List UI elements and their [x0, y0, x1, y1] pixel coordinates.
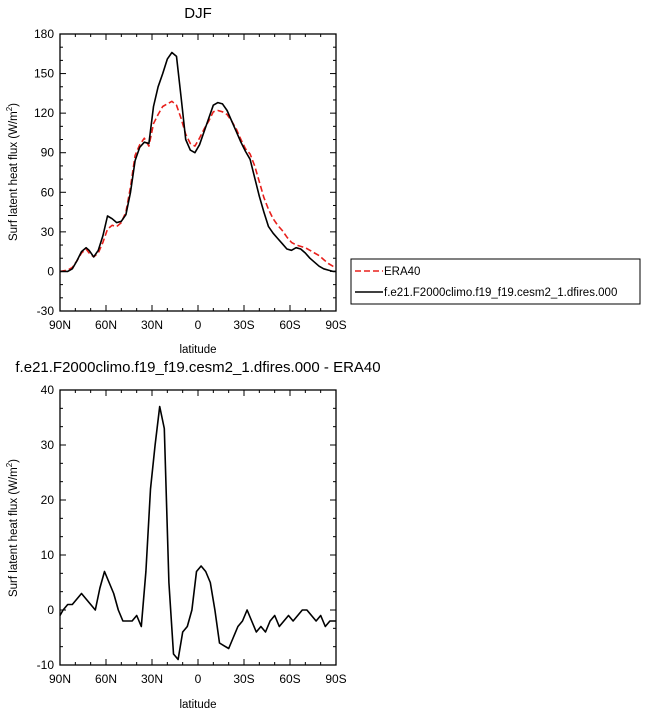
top-series-line-model	[60, 51, 336, 273]
bottom-plot-frame	[59, 389, 337, 666]
top-y-tick-label: 90	[41, 146, 55, 160]
bottom-y-tick-label: 20	[41, 493, 55, 507]
bottom-panel: f.e21.F2000climo.f19_f19.cesm2_1.dfires.…	[5, 359, 381, 711]
top-x-tick-label: 0	[195, 318, 202, 332]
top-x-tick-label: 60S	[279, 318, 300, 332]
bottom-plot-area: -10 0 10 20 30 40 90N 60N 30N 0 30S 60S 90S	[37, 383, 347, 686]
legend: ERA40 f.e21.F2000climo.f19_f19.cesm2_1.d…	[350, 258, 641, 305]
top-y-tick-label: 0	[47, 264, 54, 278]
bottom-y-axis-label: Surf latent heat flux (W/m2)	[5, 459, 20, 597]
top-y-tick-label: 30	[41, 225, 55, 239]
top-plot-frame	[59, 33, 337, 312]
bottom-x-tick-label: 60N	[95, 672, 117, 686]
top-x-tick-label: 60N	[95, 318, 117, 332]
top-x-tick-label: 30N	[141, 318, 163, 332]
top-y-tick-label: 60	[41, 185, 55, 199]
bottom-y-tick-label: 30	[41, 438, 55, 452]
top-series-line-era40	[59, 100, 337, 273]
top-x-tick-label: 30S	[233, 318, 254, 332]
bottom-y-tick-label: 10	[41, 548, 55, 562]
bottom-x-tick-label: 90N	[49, 672, 71, 686]
bottom-x-tick-label: 30N	[141, 672, 163, 686]
bottom-x-tick-label: 0	[195, 672, 202, 686]
top-y-tick-label: 180	[34, 27, 54, 41]
top-y-tick-label: -30	[37, 304, 55, 318]
bottom-x-axis-label: latitude	[179, 699, 216, 711]
legend-model-label: f.e21.F2000climo.f19_f19.cesm2_1.dfires.…	[384, 287, 617, 299]
bottom-x-tick-label: 90S	[325, 672, 346, 686]
top-x-tick-label: 90S	[325, 318, 346, 332]
bottom-y-tick-label: 40	[41, 383, 55, 397]
top-plot-area: -30 0 30 60 90 120 150 180 90N 60N 30N 0 30S 60S 90S	[34, 27, 347, 332]
top-panel: DJF -30 0 30 60 90 120 150 180 90N 60N 30N 0 30S 60S 9…	[5, 5, 347, 356]
top-y-axis-label: Surf latent heat flux (W/m2)	[5, 103, 20, 241]
top-x-tick-label: 90N	[49, 318, 71, 332]
legend-box	[350, 258, 641, 305]
bottom-series-line-difference	[59, 405, 336, 661]
bottom-x-tick-label: 60S	[279, 672, 300, 686]
bottom-y-tick-label: -10	[37, 658, 55, 672]
legend-era40-label: ERA40	[384, 266, 420, 278]
top-y-tick-label: 150	[34, 67, 54, 81]
bottom-y-tick-label: 0	[47, 603, 54, 617]
bottom-chart-title: f.e21.F2000climo.f19_f19.cesm2_1.dfires.…	[15, 359, 380, 376]
bottom-x-tick-label: 30S	[233, 672, 254, 686]
top-y-tick-label: 120	[34, 106, 54, 120]
top-x-axis-label: latitude	[179, 344, 216, 356]
top-chart-title: DJF	[184, 5, 212, 22]
